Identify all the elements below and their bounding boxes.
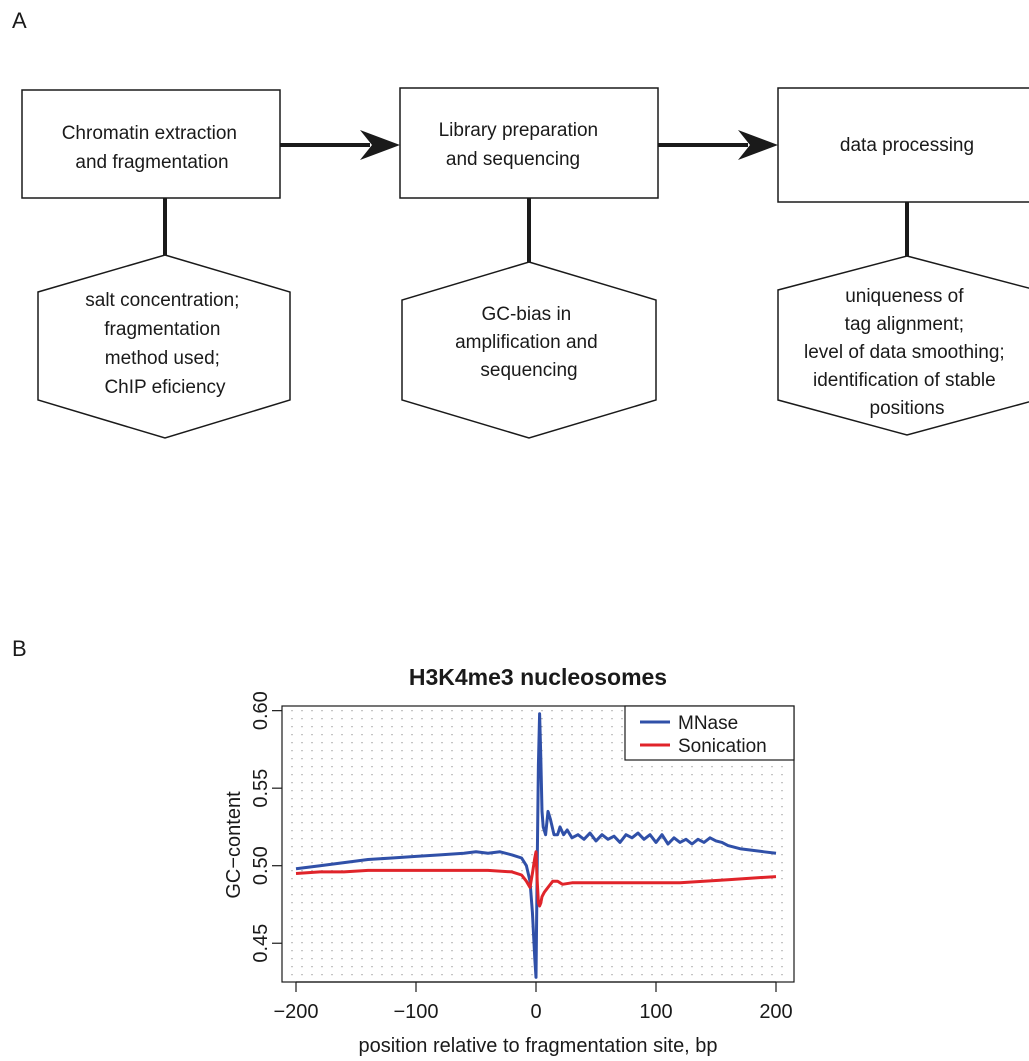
factor-3-line-4: identification of stable <box>813 370 996 391</box>
panel-b-label: B <box>12 636 27 661</box>
factor-1-line-1: salt concentration; <box>85 290 239 311</box>
x-tick-label: −100 <box>393 1001 438 1023</box>
arrow-head-1 <box>360 130 400 160</box>
factor-3-line-3: level of data smoothing; <box>804 342 1005 363</box>
factor-hexagon-processing <box>777 255 1029 436</box>
x-tick-label: 100 <box>639 1001 672 1023</box>
svg-text:Library preparation and: Library preparation and sequencing <box>439 120 604 170</box>
factor-hexagon-library <box>401 261 657 439</box>
step-2-line-2: and sequencing <box>446 149 580 170</box>
factor-3-line-1: uniqueness of <box>845 286 964 307</box>
arrow-head-2 <box>738 130 778 160</box>
y-tick-label: 0.50 <box>250 846 272 885</box>
step-1-line-2: and fragmentation <box>75 152 228 173</box>
step-3-line-1: data processing <box>840 135 974 156</box>
y-axis-label: GC−content <box>223 791 245 899</box>
chart-legend: MNase Sonication <box>624 705 795 761</box>
x-tick-label: 0 <box>530 1001 541 1023</box>
factor-3-line-5: positions <box>870 398 945 419</box>
factor-3-line-2: tag alignment; <box>845 314 964 335</box>
factor-1-line-2: fragmentation <box>104 319 220 340</box>
factor-hexagon-chromatin <box>37 254 291 439</box>
y-tick-label: 0.60 <box>250 691 272 730</box>
step-box-library <box>399 87 659 199</box>
x-axis: −200 −100 0 100 200 <box>273 981 793 1023</box>
svg-text:salt concentration; frag: salt concentration; fragmentation method… <box>85 290 244 398</box>
step-2-line-1: Library preparation <box>439 120 598 141</box>
factor-2-line-2: amplification and <box>455 332 598 353</box>
legend-label-mnase: MNase <box>678 713 738 734</box>
svg-text:uniqueness of tag alignm: uniqueness of tag alignment; level of da… <box>804 286 1010 419</box>
step-box-chromatin <box>21 89 281 199</box>
legend-box <box>624 705 795 761</box>
series-layer <box>295 712 777 979</box>
y-tick-label: 0.45 <box>250 924 272 963</box>
workflow-diagram: Chromatin extraction and fragmentation L… <box>21 87 1029 439</box>
panel-a-label: A <box>12 8 27 33</box>
factor-1-line-3: method used; <box>105 348 220 369</box>
series-line-sonication <box>295 850 777 908</box>
chart-title: H3K4me3 nucleosomes <box>409 664 667 690</box>
x-tick-label: 200 <box>759 1001 792 1023</box>
x-tick-label: −200 <box>273 1001 318 1023</box>
svg-text:GC-bias in amplification: GC-bias in amplification and sequencing <box>455 304 603 381</box>
factor-1-line-4: ChIP eficiency <box>104 377 226 398</box>
step-1-line-1: Chromatin extraction <box>62 123 237 144</box>
svg-text:Chromatin extraction and: Chromatin extraction and fragmentation <box>62 123 243 173</box>
y-axis: 0.45 0.50 0.55 0.60 <box>250 691 282 963</box>
factor-2-line-1: GC-bias in <box>481 304 571 325</box>
legend-label-sonication: Sonication <box>678 736 767 757</box>
gc-content-chart: H3K4me3 nucleosomes −200 −100 0 100 200 0.45… <box>223 664 795 1057</box>
x-axis-label: position relative to fragmentation site,… <box>358 1035 717 1057</box>
series-line-mnase <box>295 712 777 979</box>
y-tick-label: 0.55 <box>250 769 272 808</box>
factor-2-line-3: sequencing <box>480 360 577 381</box>
svg-text:data processing: data processing <box>840 135 974 156</box>
